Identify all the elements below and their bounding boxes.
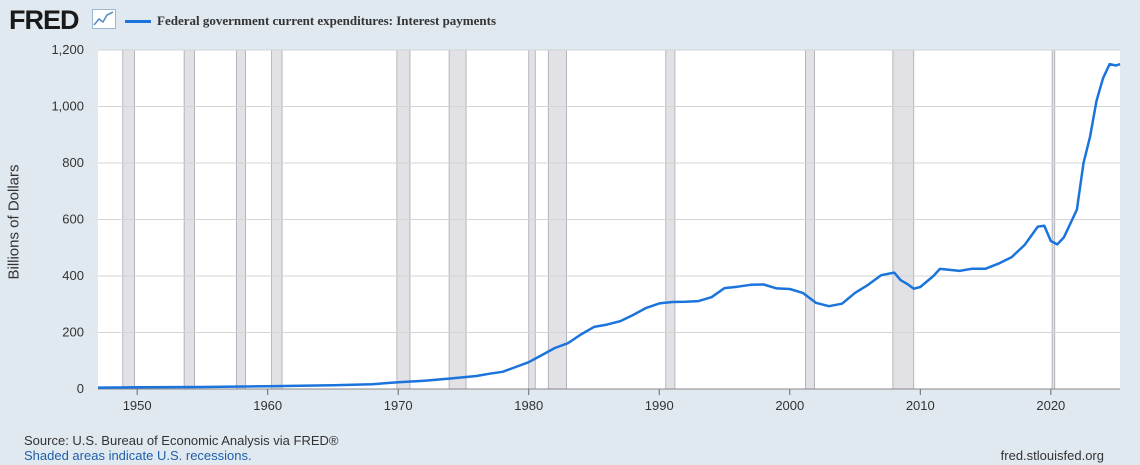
- y-tick-label: 400: [62, 268, 84, 283]
- legend-swatch: [125, 20, 151, 23]
- chart-header: FRED Federal government current expendit…: [0, 0, 1140, 40]
- fred-logo[interactable]: FRED: [9, 5, 79, 35]
- x-tick-label: 1980: [514, 398, 543, 413]
- y-tick-label: 600: [62, 212, 84, 227]
- line-chart-icon: [92, 9, 116, 29]
- source-text: Source: U.S. Bureau of Economic Analysis…: [24, 433, 339, 448]
- x-tick-label: 2020: [1036, 398, 1065, 413]
- recession-note-link[interactable]: Shaded areas indicate U.S. recessions.: [24, 448, 252, 463]
- x-tick-label: 1960: [253, 398, 282, 413]
- x-tick-label: 2000: [775, 398, 804, 413]
- x-tick-label: 2010: [906, 398, 935, 413]
- x-tick-label: 1990: [645, 398, 674, 413]
- x-tick-label: 1970: [384, 398, 413, 413]
- line-chart: 0 200 400 600 800 1,000 1,200 1950 1960 1970 1980 1…: [51, 42, 1121, 413]
- y-tick-label: 800: [62, 155, 84, 170]
- site-url[interactable]: fred.stlouisfed.org: [1000, 448, 1104, 463]
- interest-payments-line: [97, 62, 1121, 389]
- y-tick-label: 0: [77, 381, 84, 396]
- y-tick-label: 200: [62, 325, 84, 340]
- footer-source: Source: U.S. Bureau of Economic Analysis…: [24, 433, 338, 463]
- x-tick-label: 1950: [123, 398, 152, 413]
- legend-label: Federal government current expenditures:…: [157, 13, 497, 28]
- y-tick-label: 1,000: [51, 99, 84, 114]
- y-tick-label: 1,200: [51, 42, 84, 57]
